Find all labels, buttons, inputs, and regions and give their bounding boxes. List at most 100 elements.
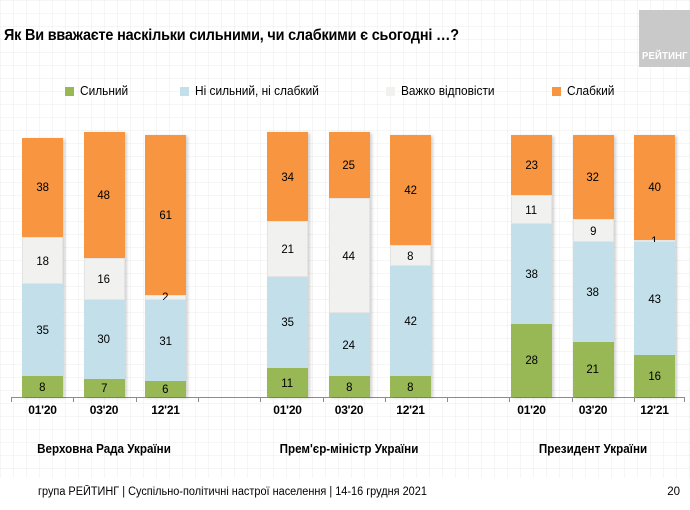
- bar-segment: 18: [22, 237, 63, 285]
- bar-value-label: 38: [36, 180, 49, 195]
- bar-segment: 38: [572, 242, 614, 342]
- x-tick-label: 03'20: [334, 403, 364, 417]
- bar-segment: 21: [267, 221, 308, 277]
- bar-value-label: 24: [342, 337, 356, 352]
- group-label: Прем'єр-міністр України: [279, 442, 419, 456]
- bar-value-label: 35: [36, 323, 49, 338]
- bar-value-label: 42: [404, 183, 417, 198]
- x-tick-label: 12'21: [640, 403, 669, 417]
- legend-color-swatch: [552, 86, 561, 96]
- bar-value-label: 11: [281, 375, 294, 390]
- bar-segment: 32: [572, 135, 614, 219]
- bar-segment: 24: [328, 313, 370, 377]
- bar-segment: 11: [511, 195, 552, 225]
- bar-value-label: 40: [648, 180, 661, 195]
- legend-label: Важко відповісти: [401, 84, 495, 98]
- bar-segment: 48: [83, 132, 125, 259]
- bar-value-label: 8: [39, 379, 46, 394]
- bar-segment: 43: [634, 242, 675, 356]
- bar-value-label: 9: [589, 223, 597, 238]
- axis-tick: [197, 397, 199, 402]
- stacked-bar: 34 21 35 11: [267, 132, 308, 397]
- bar-value-label: 38: [586, 285, 600, 300]
- x-tick-label: 03'20: [89, 403, 119, 417]
- slide-title: Як Ви вважаєте наскільки сильними, чи сл…: [4, 27, 459, 44]
- legend-label: Ні сильний, ні слабкий: [195, 84, 319, 98]
- bar-segment: 34: [267, 132, 308, 222]
- legend-color-swatch: [65, 86, 74, 96]
- bar-segment: 42: [390, 135, 431, 246]
- page-number: 20: [667, 486, 680, 498]
- bar-segment: 8: [22, 376, 63, 397]
- chart-legend: Сильний Ні сильний, ні слабкий Важко відпо…: [0, 83, 690, 99]
- bar-segment: 9: [572, 218, 614, 243]
- x-tick-label: 03'20: [578, 403, 608, 417]
- stacked-bar: 61 2 31 6: [145, 135, 186, 397]
- group-label: Президент України: [538, 442, 648, 456]
- axis-tick: [447, 397, 449, 402]
- bar-value-label: 44: [342, 248, 356, 263]
- bar-value-label: 31: [159, 333, 172, 348]
- axis-tick: [11, 397, 12, 402]
- bar-value-label: 21: [281, 241, 294, 256]
- stacked-bar: 25 44 24 8: [328, 132, 370, 397]
- stacked-bar: 38 18 35 8: [22, 137, 63, 397]
- stacked-bar: 48 16 30 7: [83, 132, 125, 397]
- legend-color-swatch: [386, 86, 395, 96]
- legend-item: Важко відповісти: [386, 83, 500, 99]
- stacked-bar: 23 11 38 28: [511, 135, 552, 397]
- bar-segment: 1: [634, 235, 675, 247]
- bar-segment: 16: [83, 258, 125, 301]
- bar-segment: 30: [83, 300, 125, 379]
- bar-segment: 61: [145, 135, 186, 295]
- bar-segment: 7: [83, 378, 125, 397]
- bar-value-label: 2: [162, 290, 169, 305]
- legend-color-swatch: [180, 86, 189, 96]
- legend-item: Слабкий: [552, 83, 617, 99]
- bar-value-label: 42: [404, 314, 417, 329]
- bar-segment: 38: [22, 137, 63, 238]
- axis-tick: [634, 397, 635, 402]
- bar-value-label: 16: [648, 369, 661, 384]
- footer: група РЕЙТИНГ | Суспільно-політичні наст…: [0, 478, 690, 510]
- bar-value-label: 28: [525, 353, 538, 368]
- bar-segment: 28: [511, 323, 552, 397]
- bar-segment: 11: [267, 368, 308, 397]
- bar-segment: 21: [572, 341, 614, 397]
- x-tick-label: 12'21: [151, 403, 180, 417]
- x-axis-line: [11, 397, 684, 398]
- legend-item: Сильний: [65, 83, 131, 99]
- group-label: Верховна Рада України: [37, 442, 171, 456]
- bar-value-label: 25: [342, 158, 356, 173]
- bar-value-label: 48: [97, 188, 111, 203]
- bar-segment: 31: [145, 300, 186, 382]
- stacked-bar: 32 9 38 21: [572, 135, 614, 397]
- bar-segment: 42: [390, 266, 431, 377]
- axis-tick: [135, 397, 137, 402]
- bar-value-label: 7: [100, 380, 108, 395]
- bar-value-label: 8: [407, 248, 414, 263]
- x-tick-label: 01'20: [28, 403, 57, 417]
- axis-tick: [684, 397, 685, 402]
- axis-tick: [384, 397, 386, 402]
- bar-value-label: 34: [281, 169, 294, 184]
- axis-tick: [260, 397, 262, 402]
- bar-value-label: 16: [97, 272, 111, 287]
- bar-segment: 25: [328, 132, 370, 198]
- x-tick-label: 01'20: [517, 403, 546, 417]
- legend-label: Сильний: [80, 84, 129, 98]
- bar-segment: 23: [511, 135, 552, 196]
- rating-logo-text: РЕЙТИНГ: [642, 51, 688, 62]
- rating-group-logo: РЕЙТИНГ: [639, 10, 690, 67]
- x-tick-label: 01'20: [273, 403, 302, 417]
- bar-segment: 2: [145, 291, 186, 303]
- bar-value-label: 43: [648, 291, 661, 306]
- axis-tick: [509, 397, 511, 402]
- bar-value-label: 6: [162, 382, 169, 397]
- legend-item: Ні сильний, ні слабкий: [180, 83, 325, 99]
- bar-value-label: 35: [281, 315, 294, 330]
- bar-segment: 40: [634, 135, 675, 240]
- bar-segment: 6: [145, 381, 186, 397]
